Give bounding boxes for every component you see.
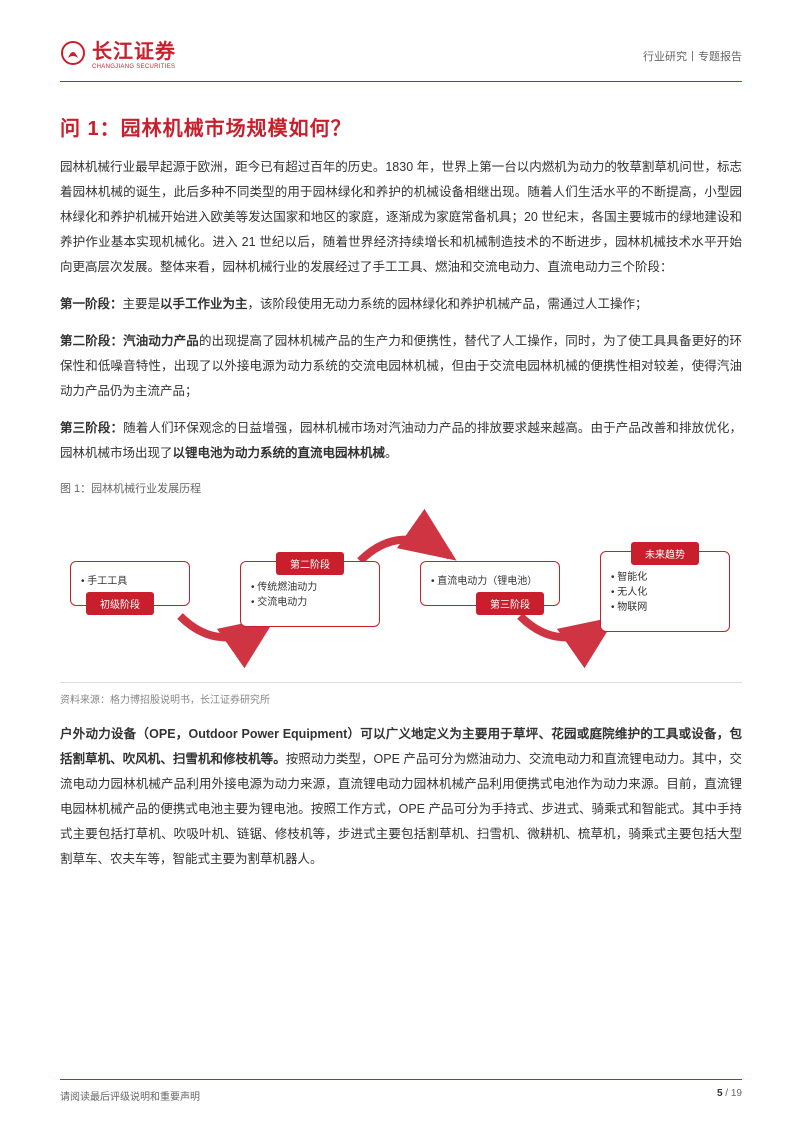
stage2-prefix: 第二阶段： <box>60 334 123 348</box>
stage-2-item-1: 交流电动力 <box>251 593 369 608</box>
stage-4-item-0: 智能化 <box>611 568 719 583</box>
page-total: 19 <box>731 1088 742 1099</box>
page-container: 长江证券 CHANGJIANG SECURITIES 行业研究丨专题报告 问 1… <box>0 0 802 1133</box>
stage-4-item-1: 无人化 <box>611 583 719 598</box>
stage1-bold: 以手工作业为主 <box>160 297 248 311</box>
stage-box-1: 手工工具 初级阶段 <box>70 561 190 606</box>
paragraph-stage3: 第三阶段：随着人们环保观念的日益增强，园林机械市场对汽油动力产品的排放要求越来越… <box>60 416 742 466</box>
stage3-end: 。 <box>385 446 398 460</box>
stage-3-label: 第三阶段 <box>476 592 544 615</box>
section-title: 问 1：园林机械市场规模如何？ <box>60 112 742 141</box>
stage-3-item-0: 直流电动力（锂电池） <box>431 572 549 587</box>
figure-caption: 图 1：园林机械行业发展历程 <box>60 480 742 496</box>
stage-2-label: 第二阶段 <box>276 552 344 575</box>
page-header: 长江证券 CHANGJIANG SECURITIES 行业研究丨专题报告 <box>60 40 742 82</box>
stage1-mid: 主要是 <box>123 297 161 311</box>
stage-box-3: 直流电动力（锂电池） 第三阶段 <box>420 561 560 606</box>
paragraph-intro: 园林机械行业最早起源于欧洲，距今已有超过百年的历史。1830 年，世界上第一台以… <box>60 155 742 280</box>
figure-source: 资料来源：格力博招股说明书，长江证券研究所 <box>60 682 742 706</box>
logo-cn: 长江证券 <box>92 42 176 62</box>
footer-disclaimer: 请阅读最后评级说明和重要声明 <box>60 1088 200 1103</box>
logo-icon <box>60 40 86 71</box>
stage-2-item-0: 传统燃油动力 <box>251 578 369 593</box>
paragraph-stage2: 第二阶段：汽油动力产品的出现提高了园林机械产品的生产力和便携性，替代了人工操作，… <box>60 329 742 404</box>
header-category: 行业研究丨专题报告 <box>643 48 742 64</box>
stage2-bold: 汽油动力产品 <box>123 334 199 348</box>
ope-rest: 按照动力类型，OPE 产品可分为燃油动力、交流电动力和直流锂电动力。其中，交流电… <box>60 752 742 866</box>
stage-box-4: 未来趋势 智能化 无人化 物联网 <box>600 551 730 632</box>
stage-4-item-2: 物联网 <box>611 598 719 613</box>
stage-1-item-0: 手工工具 <box>81 572 179 587</box>
flowchart-diagram: 手工工具 初级阶段 第二阶段 传统燃油动力 交流电动力 直流电动力（锂电池） 第… <box>60 506 742 676</box>
logo-en: CHANGJIANG SECURITIES <box>92 64 176 70</box>
page-sep: / <box>723 1088 731 1099</box>
stage1-rest: ，该阶段使用无动力系统的园林绿化和养护机械产品，需通过人工操作； <box>248 297 648 311</box>
stage-1-label: 初级阶段 <box>86 592 154 615</box>
stage3-mid: 随着人们环保观念的日益增强，园林机械市场对汽油动力产品的排放要求越来越高。由于产… <box>60 421 742 460</box>
footer-pagination: 5 / 19 <box>717 1088 742 1103</box>
stage-4-label: 未来趋势 <box>631 542 699 565</box>
paragraph-ope: 户外动力设备（OPE，Outdoor Power Equipment）可以广义地… <box>60 722 742 872</box>
page-footer: 请阅读最后评级说明和重要声明 5 / 19 <box>60 1079 742 1103</box>
paragraph-stage1: 第一阶段：主要是以手工作业为主，该阶段使用无动力系统的园林绿化和养护机械产品，需… <box>60 292 742 317</box>
logo-block: 长江证券 CHANGJIANG SECURITIES <box>60 40 176 71</box>
stage1-prefix: 第一阶段： <box>60 297 123 311</box>
logo-text: 长江证券 CHANGJIANG SECURITIES <box>92 42 176 70</box>
stage3-prefix: 第三阶段： <box>60 421 123 435</box>
stage-box-2: 第二阶段 传统燃油动力 交流电动力 <box>240 561 380 627</box>
stage3-bold: 以锂电池为动力系统的直流电园林机械 <box>173 446 386 460</box>
